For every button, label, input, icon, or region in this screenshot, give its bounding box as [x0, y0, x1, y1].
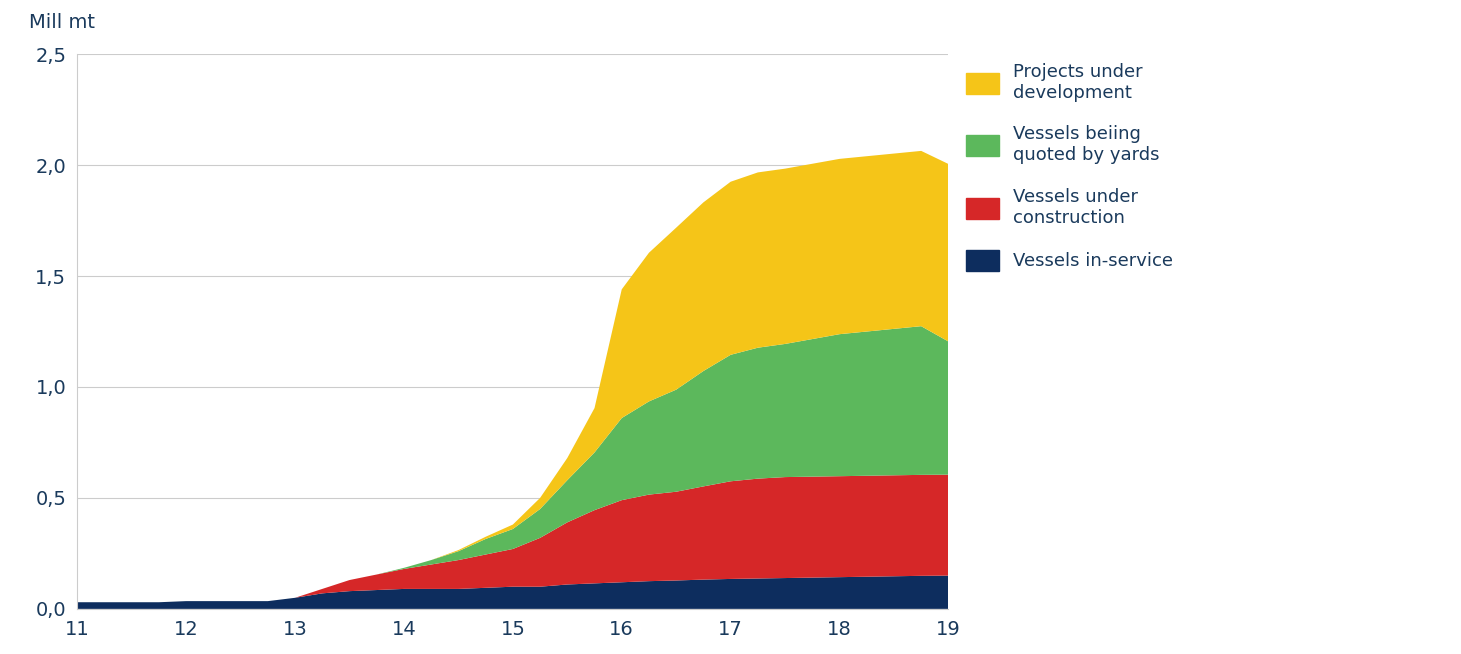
Text: Mill mt: Mill mt — [29, 13, 95, 32]
Legend: Projects under
development, Vessels beiing
quoted by yards, Vessels under
constr: Projects under development, Vessels beii… — [966, 63, 1173, 271]
